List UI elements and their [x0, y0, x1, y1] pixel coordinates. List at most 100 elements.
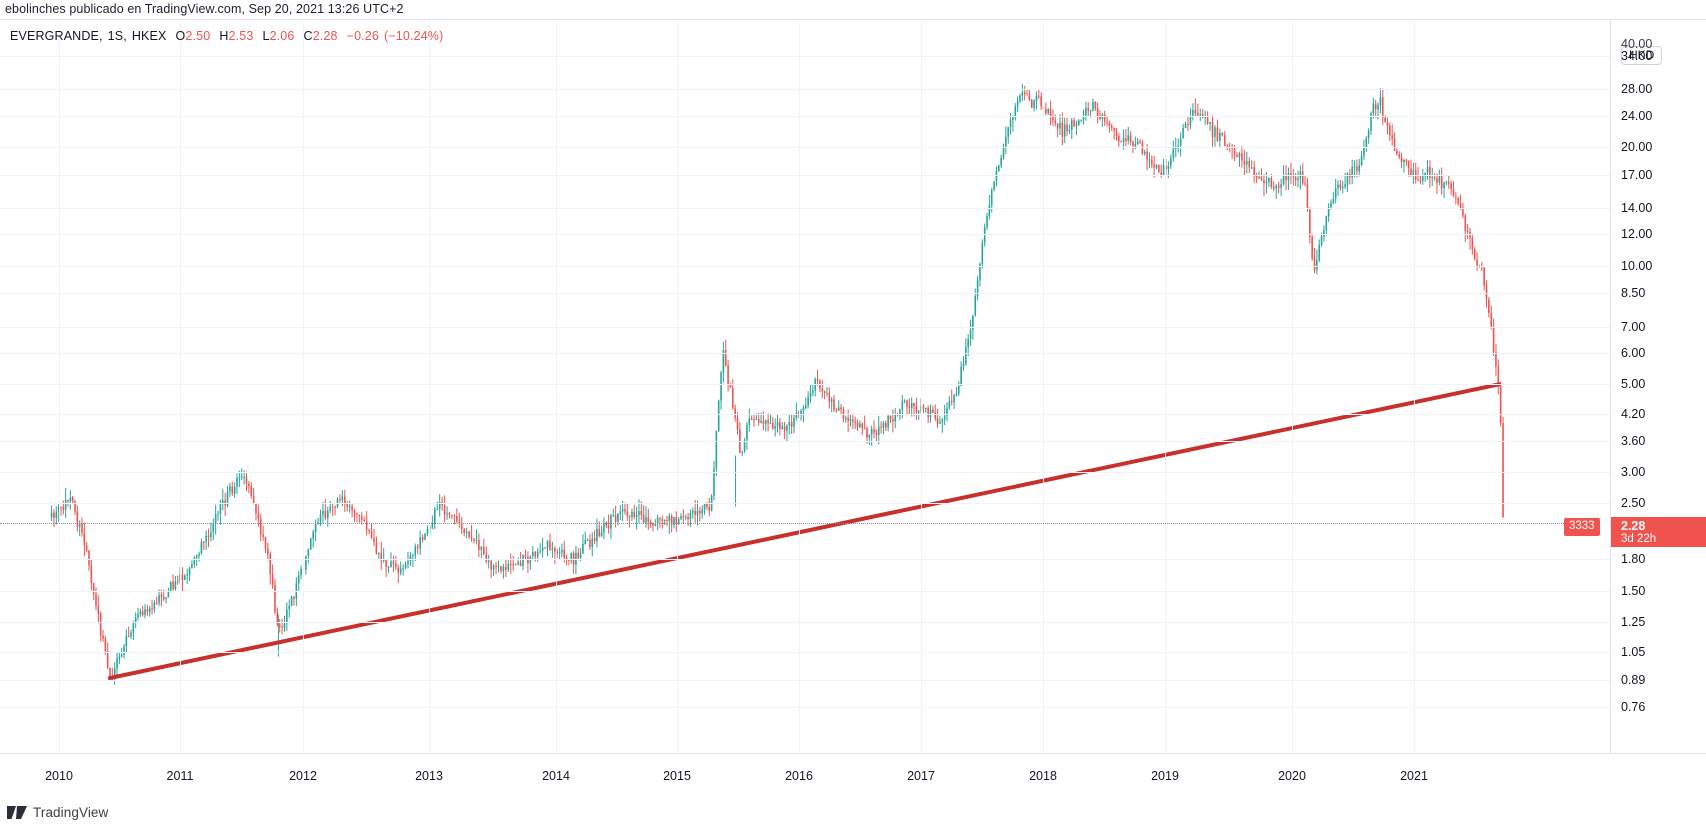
candle-body: [512, 564, 515, 566]
candle-body: [1063, 124, 1066, 137]
candle-body: [546, 541, 549, 548]
candle-body: [1280, 184, 1282, 188]
candle-body: [1110, 125, 1113, 128]
vertical-gridline: [303, 20, 304, 753]
candle-body: [877, 426, 880, 435]
candle-body: [1023, 92, 1026, 94]
candle-body: [957, 385, 960, 394]
currency-pill[interactable]: HKD: [1621, 46, 1663, 65]
candle-body: [81, 523, 83, 533]
candle-body: [1497, 366, 1500, 386]
candle-body: [95, 593, 97, 607]
candle-body: [776, 422, 779, 427]
candle-body: [1174, 148, 1177, 150]
candle-body: [1223, 135, 1226, 146]
candle-body: [1192, 109, 1194, 117]
legend-interval[interactable]: 1S: [107, 29, 124, 43]
legend-symbol[interactable]: EVERGRANDE: [10, 29, 100, 43]
candle-body: [1162, 165, 1165, 176]
candle-body: [184, 575, 186, 580]
chart-legend[interactable]: EVERGRANDE, 1S, HKEX O2.50 H2.53 L2.06 C2.28 −0…: [10, 29, 443, 44]
price-scale[interactable]: HKD 2.28 3d 22h 34.00 28.00 24.00 20.00 17.0…: [1610, 20, 1706, 753]
candle-body: [1403, 159, 1405, 162]
candle-body: [329, 506, 332, 511]
candle-body: [579, 553, 582, 559]
candle-body: [582, 544, 584, 554]
candle-body: [334, 506, 336, 508]
candle-body: [741, 451, 744, 453]
candle-body: [1433, 177, 1436, 179]
candle-body: [715, 430, 718, 469]
candle-body: [962, 364, 965, 367]
candle-body: [687, 517, 689, 520]
candle-body: [326, 510, 329, 519]
price-tick-label: 12.00: [1621, 227, 1653, 242]
candle-body: [1445, 182, 1448, 184]
candle-body: [1206, 117, 1209, 124]
candle-body: [1260, 176, 1263, 180]
time-tick-label: 2016: [785, 769, 813, 783]
candle-body: [370, 531, 373, 539]
candle-body: [297, 575, 300, 584]
candle-body: [556, 551, 559, 554]
price-tick-label: 6.00: [1621, 346, 1646, 361]
legend-low-value: 2.06: [269, 29, 295, 43]
candle-body: [490, 560, 492, 570]
legend-open-value: 2.50: [185, 29, 211, 43]
candle-body: [431, 523, 434, 528]
candle-body: [387, 566, 390, 568]
time-tick-label: 2010: [45, 769, 73, 783]
candle-body: [1429, 166, 1431, 178]
candle-body: [255, 503, 257, 514]
candle-body: [162, 596, 165, 600]
candle-body: [656, 517, 659, 524]
horizontal-gridline: [0, 89, 1610, 91]
candle-body: [816, 378, 819, 381]
candle-body: [207, 535, 210, 537]
candle-body: [1226, 145, 1229, 147]
candle-body: [755, 418, 758, 420]
candle-body: [691, 510, 694, 514]
candle-body: [1436, 178, 1438, 183]
candle-body: [541, 547, 544, 552]
candle-body: [901, 401, 904, 410]
candle-body: [1419, 180, 1422, 182]
candle-body: [804, 405, 807, 409]
candle-body: [624, 509, 626, 512]
tradingview-logo[interactable]: TradingView: [7, 805, 108, 820]
candle-body: [748, 418, 751, 425]
candle-body: [1386, 122, 1389, 126]
candle-body: [1294, 177, 1297, 180]
candle-body: [635, 515, 638, 517]
candle-body: [269, 554, 272, 575]
candle-body: [1462, 207, 1464, 216]
candle-body: [969, 329, 972, 340]
candle-body: [132, 622, 135, 633]
candle-body: [781, 426, 784, 429]
candle-body: [1443, 182, 1445, 188]
candle-body: [652, 523, 654, 526]
price-tick-label: 28.00: [1621, 82, 1653, 97]
candle-body: [823, 391, 826, 393]
time-scale[interactable]: 2010 2011 2012 2013 2014 2015 2016 2017 2018 2019…: [0, 753, 1706, 799]
chart-plot-area[interactable]: 3333: [0, 20, 1610, 753]
vertical-gridline: [921, 20, 922, 753]
candle-body: [1363, 147, 1365, 156]
candle-body: [1311, 237, 1313, 259]
candle-body: [892, 419, 894, 422]
chart-frame: 3333 EVERGRANDE, 1S, HKEX O2.50 H2.53 L2.06 C2…: [0, 19, 1706, 799]
candle-body: [309, 538, 312, 550]
trendline-annotation[interactable]: [107, 382, 1501, 681]
candle-body: [252, 495, 255, 504]
candle-body: [1087, 107, 1090, 112]
candle-body: [67, 499, 69, 502]
candle-body: [866, 428, 868, 438]
candle-body: [981, 242, 984, 265]
candle-body: [1209, 122, 1211, 124]
candle-body: [1330, 202, 1332, 208]
candle-body: [1170, 157, 1172, 166]
candle-body: [1155, 165, 1158, 168]
candle-body: [1219, 132, 1221, 141]
candle-body: [1265, 181, 1268, 184]
candle-body: [293, 596, 295, 599]
